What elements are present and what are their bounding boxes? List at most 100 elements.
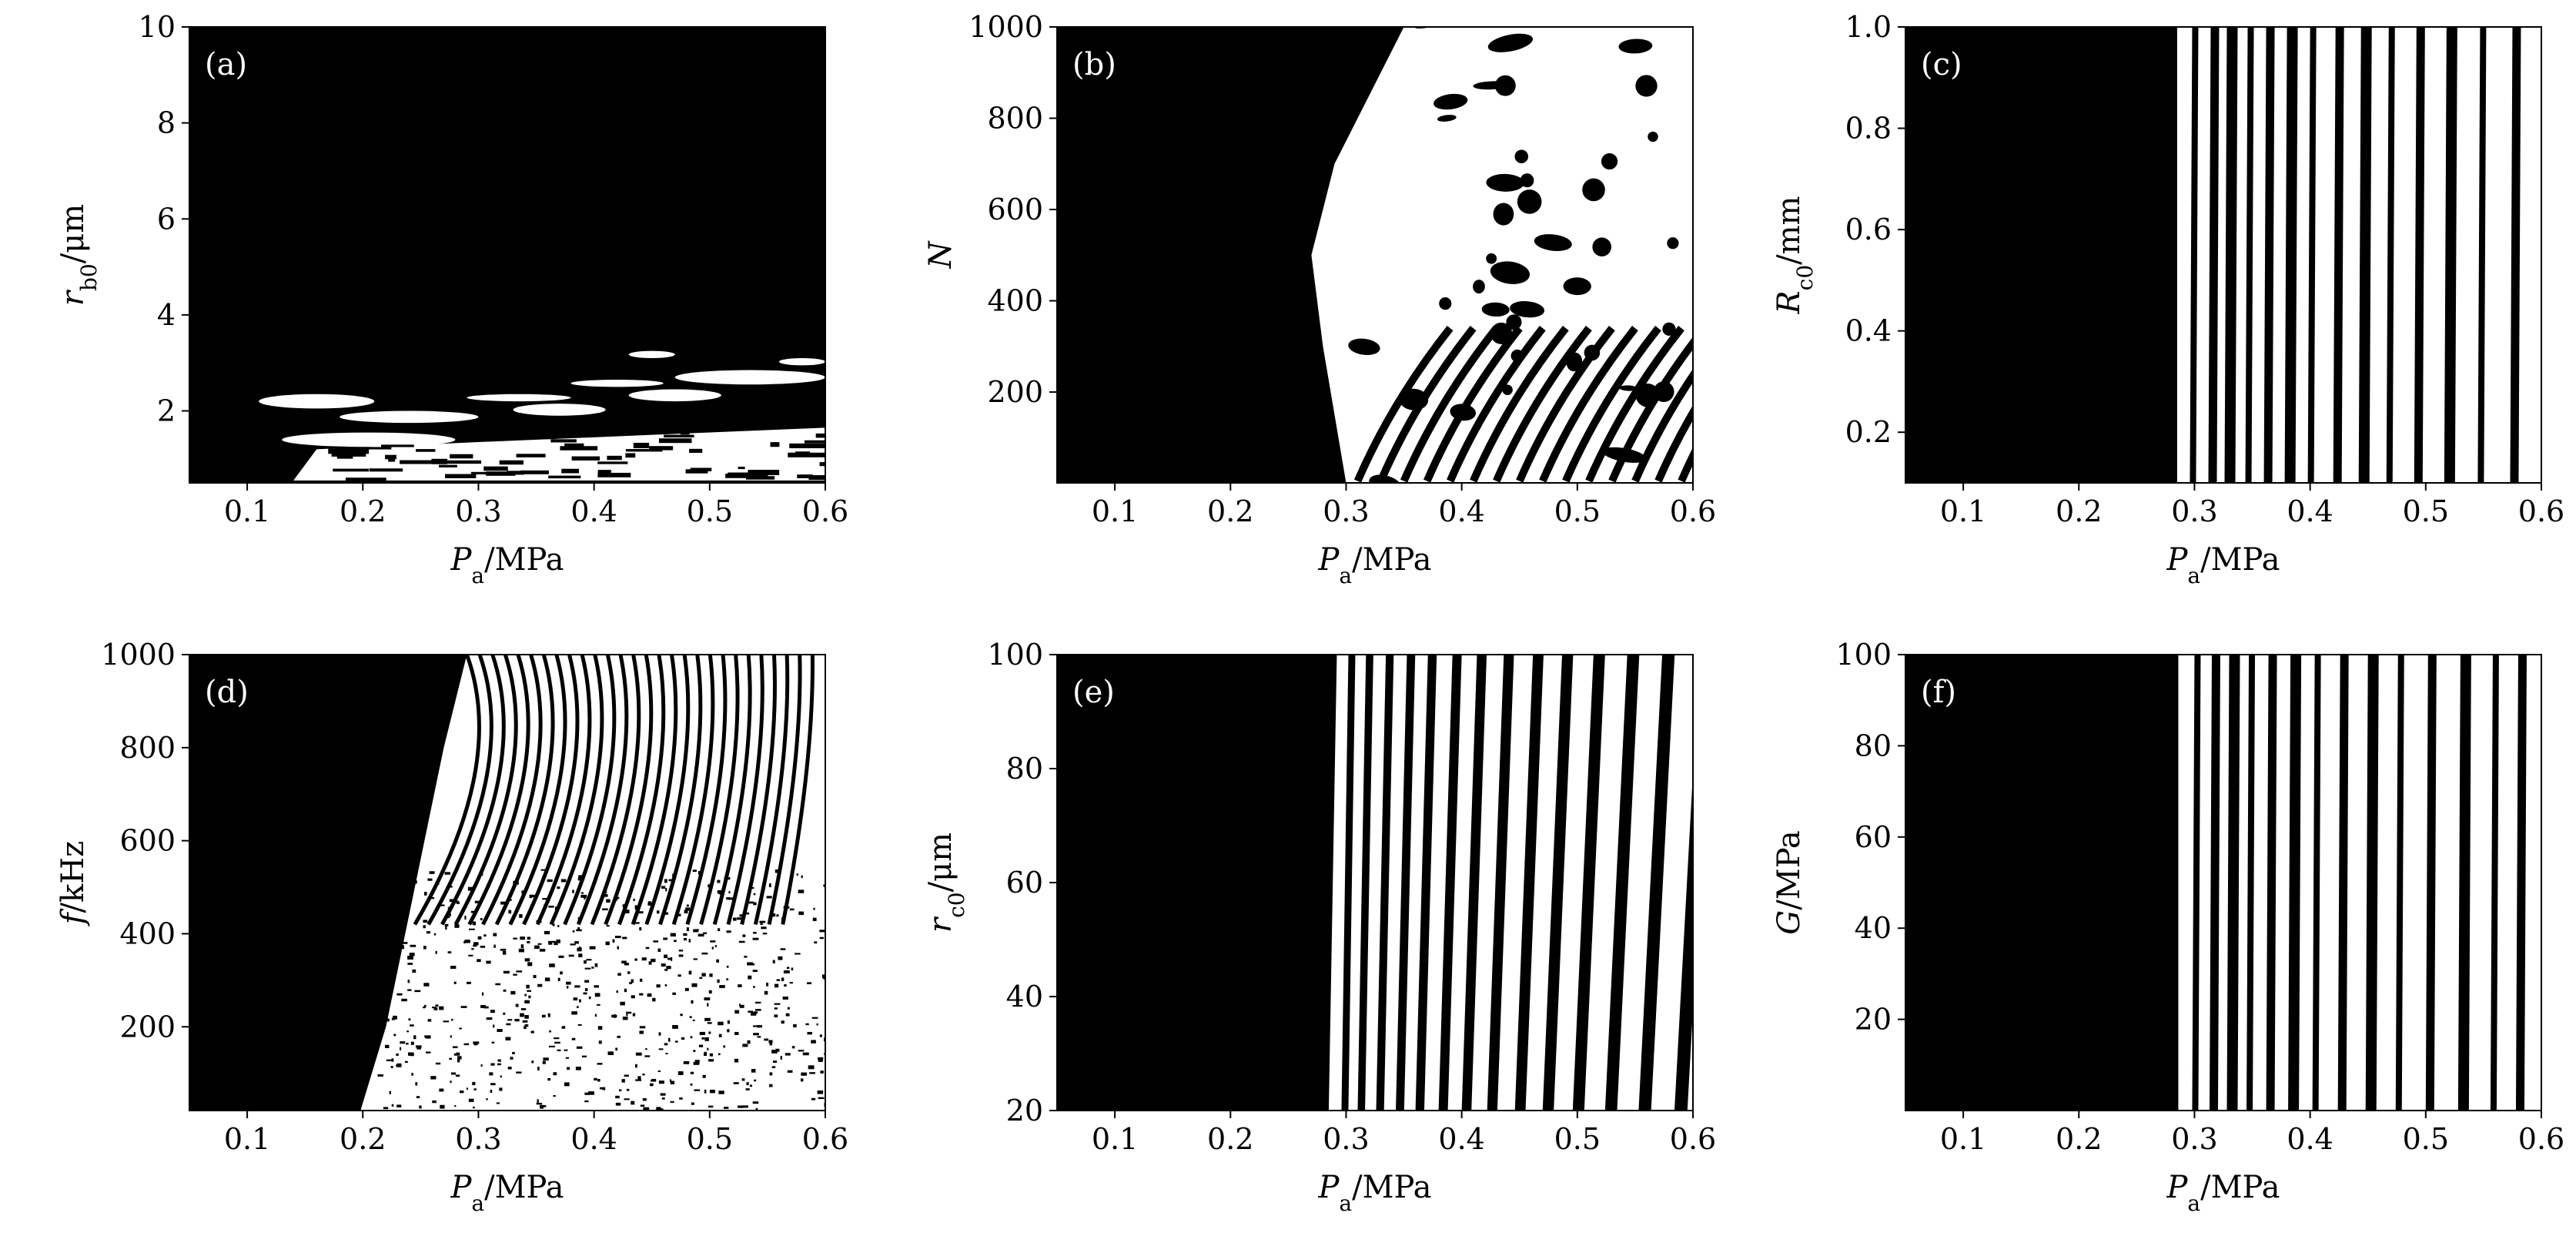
dark-blob (1602, 447, 1647, 463)
dark-speck (507, 899, 512, 901)
y-tick-label: 40 (1855, 911, 1892, 945)
dark-streak (560, 446, 598, 451)
dark-speck (726, 930, 731, 933)
dark-node (1517, 189, 1542, 214)
dark-speck (738, 1105, 744, 1108)
dark-node (1662, 322, 1676, 336)
dark-speck (656, 1107, 661, 1111)
dark-speck (761, 926, 767, 930)
dark-speck (667, 957, 672, 960)
dark-speck (449, 1057, 452, 1060)
y-tick-label: 0.8 (1845, 112, 1892, 146)
dark-speck (515, 1003, 519, 1007)
dark-speck (664, 969, 668, 971)
dark-speck (708, 990, 712, 994)
dark-speck (566, 1067, 570, 1070)
dark-speck (751, 1011, 757, 1016)
dark-speck (383, 969, 386, 973)
dark-speck (809, 1072, 816, 1074)
dark-speck (645, 1048, 647, 1050)
y-tick-label: 4 (157, 298, 176, 332)
dark-speck (753, 932, 757, 934)
y-axis-label: Rc0/mm (1771, 196, 1818, 315)
dark-speck (578, 875, 584, 878)
dark-speck (760, 922, 763, 926)
dark-speck (629, 982, 633, 984)
dark-speck (403, 942, 408, 944)
dark-speck (816, 1023, 818, 1026)
x-tick-label: 0.5 (1554, 494, 1601, 528)
dark-speck (741, 1078, 745, 1081)
x-tick-label: 0.6 (802, 494, 848, 528)
dark-speck (527, 941, 530, 943)
dark-speck (694, 1089, 701, 1091)
dark-speck (594, 1077, 597, 1081)
dark-streak (385, 454, 396, 460)
dark-speck (500, 1075, 502, 1078)
dark-speck (520, 944, 524, 949)
dark-speck (708, 884, 710, 888)
dark-curve (1353, 326, 1454, 483)
dark-speck (503, 989, 507, 992)
dark-speck (400, 1041, 406, 1044)
dark-speck (801, 1072, 808, 1076)
dark-speck (639, 993, 644, 996)
dark-speck (513, 937, 517, 940)
dark-speck (650, 1083, 654, 1087)
dark-speck (683, 933, 687, 936)
dark-speck (423, 925, 426, 929)
dark-speck (510, 1057, 514, 1060)
dark-stripe (2457, 655, 2471, 1111)
dark-speck (427, 878, 433, 881)
dark-speck (639, 926, 642, 931)
dark-speck (548, 1045, 555, 1047)
dark-speck (780, 1056, 782, 1060)
dark-streak (450, 454, 473, 459)
dark-speck (660, 1093, 666, 1096)
dark-speck (694, 1060, 700, 1064)
dark-speck (486, 1017, 493, 1020)
dark-stripe (1438, 655, 1462, 1111)
dark-blob (1481, 302, 1510, 317)
dark-speck (580, 894, 587, 898)
dark-speck (719, 892, 724, 895)
dark-speck (718, 1021, 724, 1026)
dark-speck (385, 1018, 390, 1022)
dark-speck (424, 1004, 427, 1008)
dark-curve (712, 655, 752, 926)
dark-stripe (2333, 27, 2344, 483)
dark-speck (598, 1040, 602, 1044)
dark-speck (612, 939, 615, 943)
dark-speck (635, 1079, 642, 1081)
dark-speck (551, 940, 556, 943)
dark-speck (750, 963, 755, 966)
dark-speck (571, 1037, 576, 1040)
dark-speck (606, 925, 610, 927)
dark-speck (773, 1060, 778, 1063)
dark-speck (624, 1074, 629, 1077)
dark-speck (377, 1074, 383, 1077)
dark-speck (450, 966, 457, 969)
dark-speck (415, 1082, 418, 1086)
dark-speck (497, 1029, 503, 1032)
dark-speck (502, 950, 507, 955)
dark-speck (527, 936, 531, 940)
y-tick-label: 0.2 (1845, 415, 1892, 449)
dark-speck (408, 1018, 411, 1021)
dark-stripe (2209, 655, 2220, 1111)
dark-speck (658, 1048, 664, 1050)
plot-area (1905, 27, 2541, 483)
stable-region (467, 394, 571, 402)
dark-speck (754, 1001, 761, 1004)
dark-speck (514, 1019, 520, 1022)
dark-node (1486, 253, 1497, 264)
dark-speck (766, 983, 769, 987)
x-axis-label-subscript: a (2187, 563, 2200, 588)
dark-speck (757, 1036, 761, 1038)
dark-speck (496, 1102, 500, 1104)
dark-speck (702, 932, 708, 934)
dark-speck (683, 1060, 690, 1064)
dark-speck (520, 1008, 527, 1010)
dark-speck (742, 1105, 748, 1108)
dark-speck (580, 892, 584, 894)
